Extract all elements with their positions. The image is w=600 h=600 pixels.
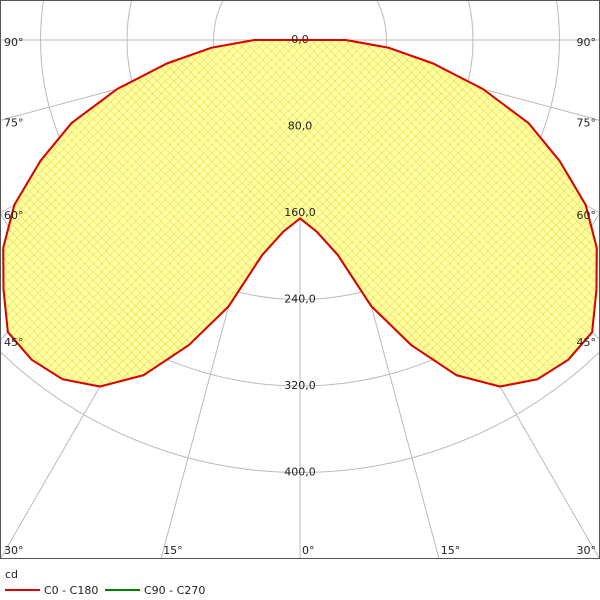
- angle-label: 45°: [577, 336, 597, 349]
- angle-label: 60°: [4, 209, 24, 222]
- plot-area: 0,0 80,0 160,0 240,0 320,0 400,0: [0, 0, 600, 558]
- legend-label: C0 - C180: [44, 584, 98, 597]
- radial-label: 240,0: [284, 293, 316, 306]
- angle-label: 75°: [4, 116, 24, 129]
- angle-label: 30°: [4, 544, 24, 557]
- angle-label: 15°: [441, 544, 461, 557]
- angle-label: 15°: [163, 544, 183, 557]
- angle-label: 0°: [302, 544, 315, 557]
- angle-label: 90°: [577, 36, 597, 49]
- unit-label: cd: [5, 568, 18, 581]
- legend-label: C90 - C270: [144, 584, 205, 597]
- intensity-curve: [2, 39, 598, 388]
- angle-label: 30°: [577, 544, 597, 557]
- radial-label: 320,0: [284, 379, 316, 392]
- radial-label: 160,0: [284, 206, 316, 219]
- angle-label: 60°: [577, 209, 597, 222]
- legend: C0 - C180 C90 - C270: [5, 584, 205, 597]
- radial-label: 80,0: [288, 120, 313, 133]
- angle-label: 75°: [577, 116, 597, 129]
- angle-label: 90°: [4, 36, 24, 49]
- radial-label: 400,0: [284, 466, 316, 479]
- angle-label: 45°: [4, 336, 24, 349]
- radial-label: 0,0: [291, 33, 309, 46]
